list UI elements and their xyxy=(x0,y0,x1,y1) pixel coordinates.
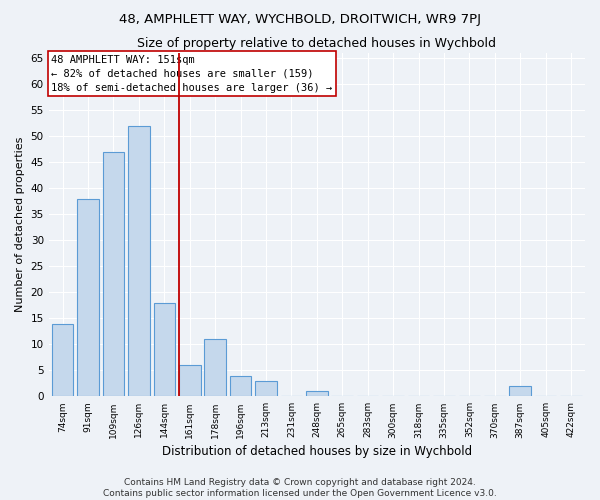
Bar xyxy=(154,302,175,396)
Bar xyxy=(128,126,150,396)
Bar xyxy=(306,391,328,396)
Bar xyxy=(230,376,251,396)
Y-axis label: Number of detached properties: Number of detached properties xyxy=(15,137,25,312)
Text: 48, AMPHLETT WAY, WYCHBOLD, DROITWICH, WR9 7PJ: 48, AMPHLETT WAY, WYCHBOLD, DROITWICH, W… xyxy=(119,12,481,26)
Title: Size of property relative to detached houses in Wychbold: Size of property relative to detached ho… xyxy=(137,38,496,51)
Bar xyxy=(52,324,73,396)
Bar xyxy=(179,365,200,396)
Bar xyxy=(103,152,124,396)
Bar xyxy=(77,198,99,396)
Bar xyxy=(509,386,531,396)
Bar xyxy=(205,339,226,396)
Text: Contains HM Land Registry data © Crown copyright and database right 2024.
Contai: Contains HM Land Registry data © Crown c… xyxy=(103,478,497,498)
Bar xyxy=(255,380,277,396)
X-axis label: Distribution of detached houses by size in Wychbold: Distribution of detached houses by size … xyxy=(162,444,472,458)
Text: 48 AMPHLETT WAY: 151sqm
← 82% of detached houses are smaller (159)
18% of semi-d: 48 AMPHLETT WAY: 151sqm ← 82% of detache… xyxy=(52,55,332,93)
